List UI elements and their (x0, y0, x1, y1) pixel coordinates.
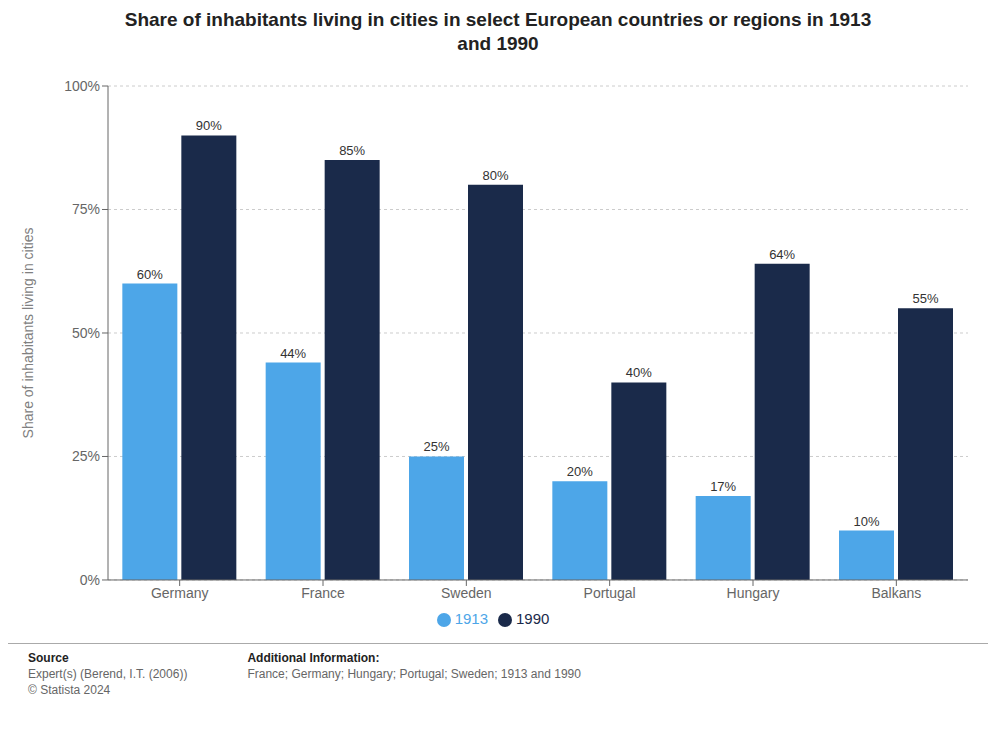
svg-text:0%: 0% (80, 572, 100, 588)
svg-text:20%: 20% (567, 464, 593, 479)
svg-text:64%: 64% (769, 247, 795, 262)
svg-text:75%: 75% (72, 201, 100, 217)
html-text:Expert(s) (Berend, I.T. (2006): Expert(s) (Berend, I.T. (2006)) (28, 667, 188, 681)
html-text:1913: 1913 (454, 610, 488, 627)
svg-text:Hungary: Hungary (727, 585, 780, 601)
svg-text:Balkans: Balkans (871, 585, 921, 601)
svg-text:44%: 44% (280, 346, 306, 361)
svg-text:55%: 55% (912, 291, 938, 306)
html-text:Share of inhabitants living in: Share of inhabitants living in cities in… (124, 9, 872, 30)
svg-text:France: France (301, 585, 345, 601)
svg-text:Portugal: Portugal (584, 585, 636, 601)
svg-text:Share of inhabitants living in: Share of inhabitants living in cities (20, 228, 36, 439)
svg-text:Sweden: Sweden (441, 585, 492, 601)
svg-text:80%: 80% (482, 168, 508, 183)
svg-text:50%: 50% (72, 325, 100, 341)
svg-text:100%: 100% (64, 78, 100, 94)
svg-text:25%: 25% (423, 439, 449, 454)
svg-text:10%: 10% (853, 514, 879, 529)
svg-text:40%: 40% (626, 365, 652, 380)
svg-text:90%: 90% (196, 118, 222, 133)
svg-text:60%: 60% (137, 267, 163, 282)
html-text:and 1990: and 1990 (457, 33, 539, 54)
svg-text:85%: 85% (339, 143, 365, 158)
html-text:Source: Source (28, 651, 69, 665)
svg-text:Germany: Germany (151, 585, 209, 601)
svg-text:25%: 25% (72, 448, 100, 464)
html-text:Additional Information:: Additional Information: (247, 651, 380, 665)
html-text:France; Germany; Hungary; Port: France; Germany; Hungary; Portugal; Swed… (247, 667, 581, 681)
html-text:© Statista 2024: © Statista 2024 (28, 683, 111, 697)
html-text:1990: 1990 (516, 610, 550, 627)
svg-text:17%: 17% (710, 479, 736, 494)
